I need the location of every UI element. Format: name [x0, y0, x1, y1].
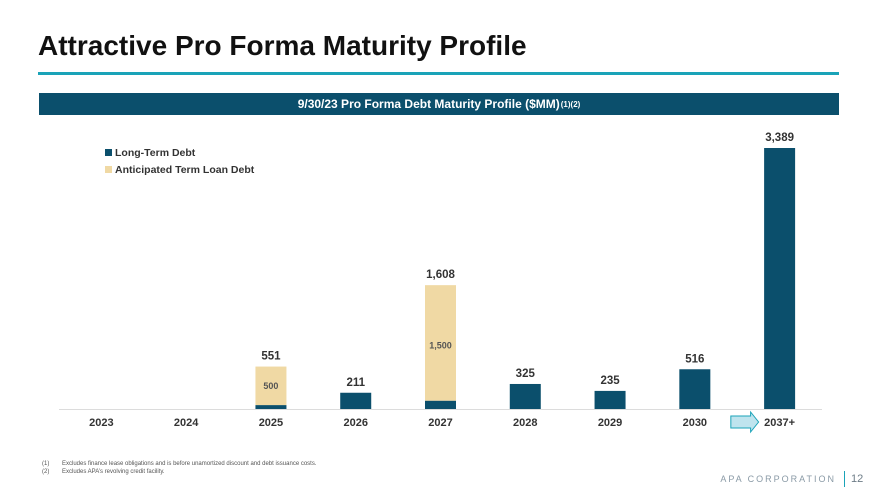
total-label-2030: 516 [685, 353, 704, 365]
bar-2025-term-loan [255, 366, 287, 406]
bar-2028-long-term [509, 383, 541, 409]
total-label-2027: 1,608 [426, 269, 455, 281]
brand-name: APA CORPORATION [720, 474, 836, 484]
legend-swatch-2 [105, 166, 112, 173]
chart-title: 9/30/23 Pro Forma Debt Maturity Profile … [297, 97, 560, 111]
bar-2029-long-term [594, 390, 626, 409]
total-label-2026: 211 [346, 377, 365, 389]
arrow-icon [730, 410, 760, 434]
footnote-2-number: (2) [42, 469, 50, 475]
total-label-2028: 325 [516, 368, 536, 380]
x-tick-2030: 2030 [683, 417, 707, 429]
x-tick-2023: 2023 [89, 417, 113, 429]
bar-2026-long-term [340, 392, 372, 409]
footnote-1-number: (1) [42, 461, 50, 467]
legend-label-1: Long-Term Debt [115, 147, 196, 159]
footer-divider [844, 471, 845, 487]
footnote-1: (1) Excludes finance lease obligations a… [42, 460, 317, 468]
x-tick-2028: 2028 [513, 417, 537, 429]
segment-label-2027: 1,500 [429, 341, 452, 351]
page-number: 12 [851, 473, 864, 485]
bar-2025-long-term [255, 405, 287, 409]
x-tick-2026: 2026 [343, 417, 367, 429]
x-tick-2024: 2024 [174, 417, 199, 429]
title-divider [38, 72, 839, 75]
total-label-2037+: 3,389 [765, 132, 794, 144]
total-label-2029: 235 [600, 375, 620, 387]
bar-2027-term-loan [425, 285, 456, 401]
x-tick-2027: 2027 [428, 417, 452, 429]
bar-2030-long-term [679, 369, 711, 409]
x-tick-2037+: 2037+ [764, 417, 795, 429]
x-tick-2025: 2025 [259, 417, 283, 429]
legend-swatch-1 [105, 149, 112, 156]
x-tick-2029: 2029 [598, 417, 622, 429]
legend-label-2: Anticipated Term Loan Debt [115, 164, 255, 176]
chart-title-banner: 9/30/23 Pro Forma Debt Maturity Profile … [39, 93, 839, 115]
footnotes: (1) Excludes finance lease obligations a… [42, 460, 317, 476]
total-label-2025: 551 [261, 351, 281, 363]
footnote-1-text: Excludes finance lease obligations and i… [62, 461, 317, 467]
page-title: Attractive Pro Forma Maturity Profile [38, 30, 527, 61]
segment-label-2025: 500 [263, 381, 278, 391]
footnote-2: (2) Excludes APA’s revolving credit faci… [42, 468, 317, 476]
bar-2027-long-term [425, 400, 456, 409]
bar-2037+-long-term [764, 148, 796, 409]
footnote-2-text: Excludes APA’s revolving credit facility… [62, 469, 165, 475]
chart-title-footnote-refs: (1)(2) [560, 99, 581, 109]
